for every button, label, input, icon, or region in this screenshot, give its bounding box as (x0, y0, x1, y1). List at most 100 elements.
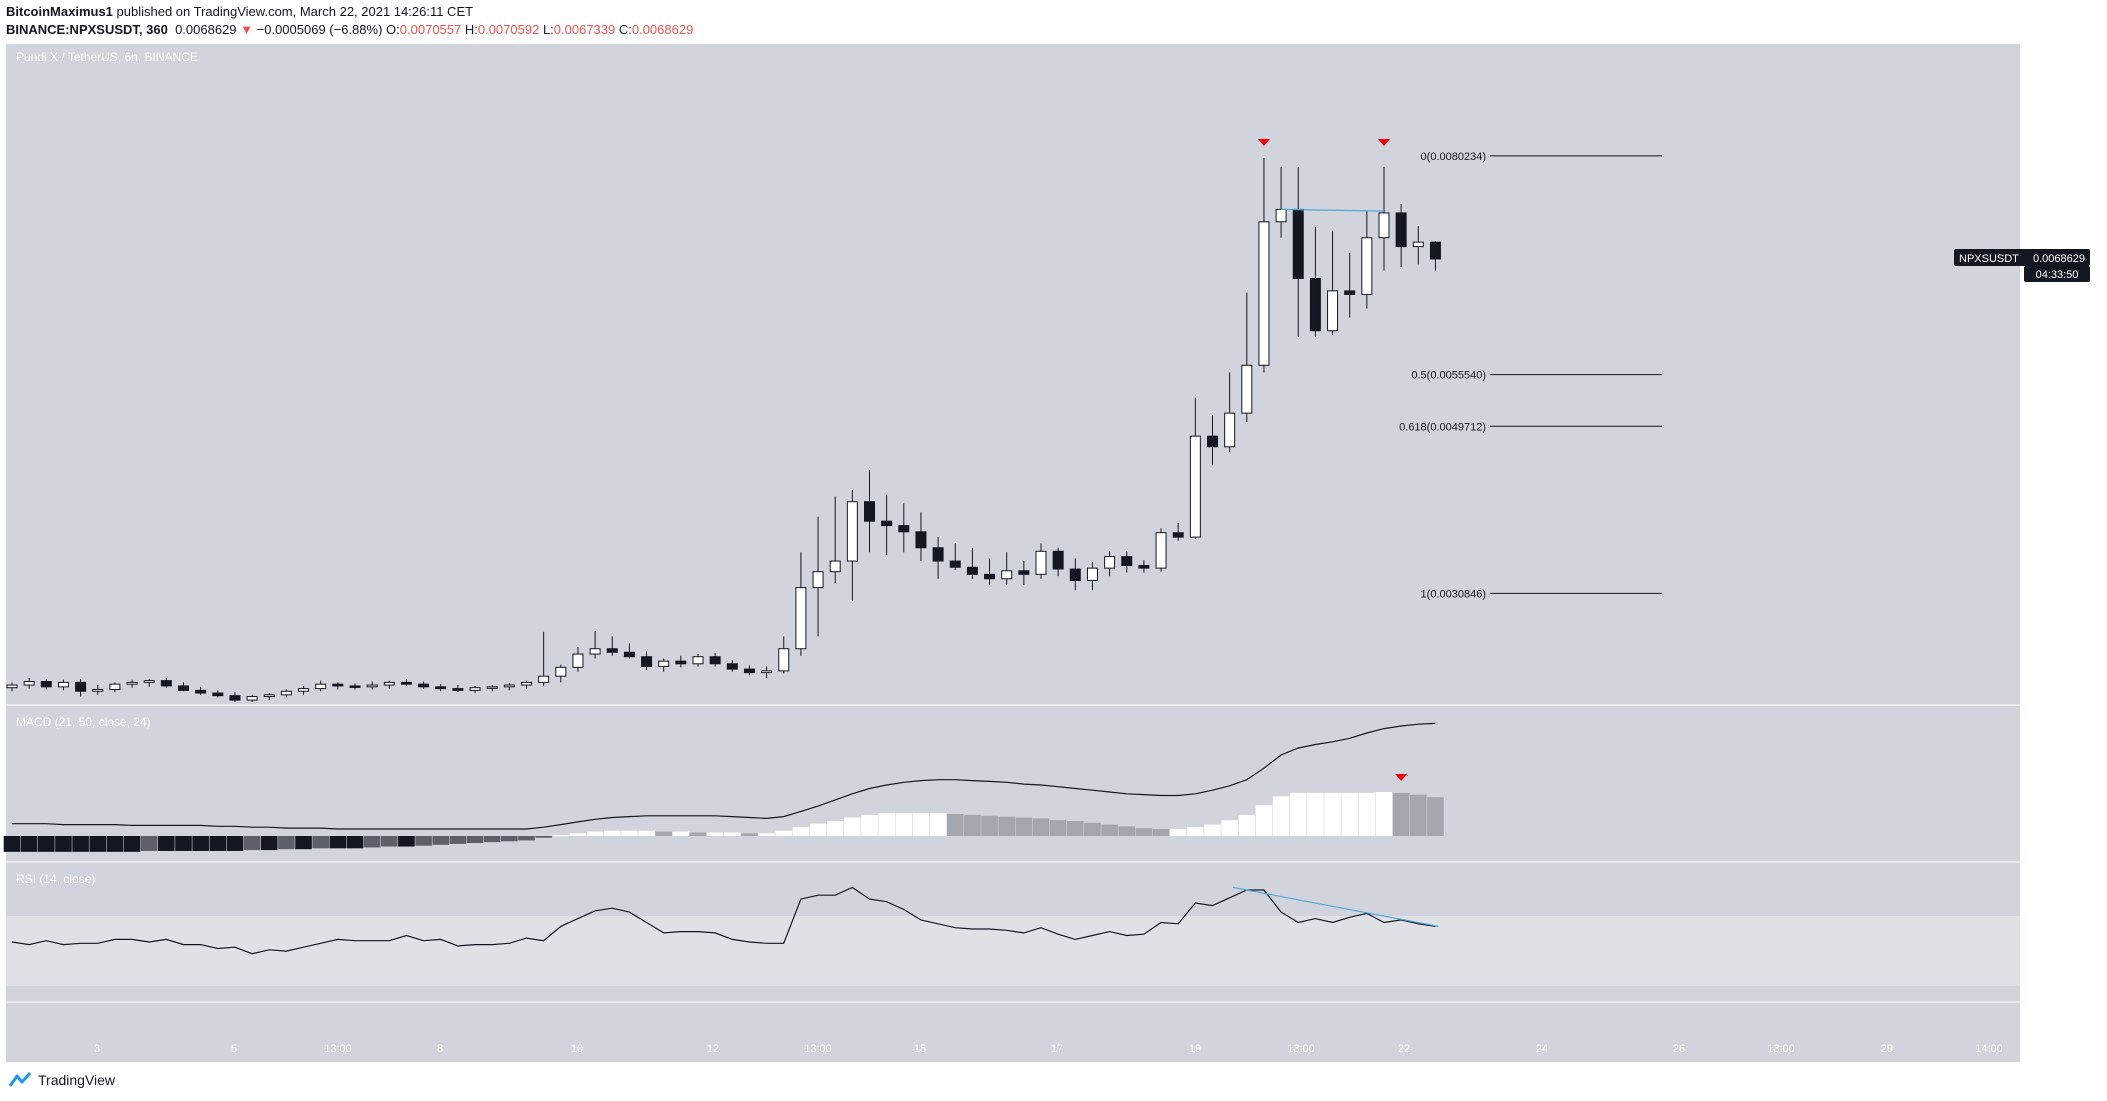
time-tick-label: 13:00 (804, 1043, 832, 1055)
candle-up (503, 684, 515, 688)
macd-histogram-bar (175, 836, 192, 851)
price-tick-label: 0.0045000 (2036, 463, 2088, 475)
candle-down (178, 685, 189, 691)
low-value: 0.0067339 (553, 22, 616, 37)
candle-up (1035, 550, 1047, 575)
macd-histogram-bar (329, 836, 347, 849)
macd-histogram-bar (518, 836, 535, 841)
candle-up (280, 690, 292, 696)
fib-retracement[interactable]: 0(0.0080234) 0.5(0.0055540) 0.618(0.004971… (1399, 151, 1662, 600)
macd-histogram-bar (1187, 827, 1204, 836)
macd-histogram-bar (295, 836, 312, 850)
price-tick-label: 0.0060000 (2036, 330, 2088, 342)
candle-down (435, 686, 447, 690)
candle-down (1429, 241, 1441, 260)
candle-up (143, 680, 155, 683)
macd-tick-label: 0.0000000 (2036, 831, 2088, 843)
high-value: 0.0070592 (477, 22, 540, 37)
candle-down (418, 683, 430, 688)
rsi-axis[interactable]: 80.00 60.00 40.00 (2048, 898, 2076, 962)
price-tick-label: 0.0050000 (2036, 419, 2088, 431)
last-price-tag-bg (1954, 249, 2090, 266)
price-tick-label: 0.0055000 (2036, 374, 2088, 386)
macd-histogram-bar (226, 836, 244, 851)
macd-histogram-bar (1067, 821, 1084, 836)
candle-up (315, 683, 327, 690)
macd-histogram-bar (20, 836, 38, 852)
trendline[interactable] (1232, 886, 1439, 927)
rsi-line (11, 886, 1436, 955)
candle-down (966, 566, 978, 575)
macd-histogram-bar (895, 813, 913, 836)
macd-histogram-bar (346, 836, 364, 849)
macd-histogram-bar (3, 836, 21, 852)
macd-histogram-bar (1015, 817, 1033, 836)
candles[interactable] (6, 158, 1441, 702)
macd-histogram-bar (826, 821, 844, 836)
macd-histogram-bar (466, 836, 484, 844)
fib-level-label: 0.618(0.0049712) (1399, 421, 1486, 433)
macd-histogram (3, 792, 1444, 852)
candle-down (623, 651, 635, 658)
candle-up (778, 648, 790, 672)
sell-signal-marker[interactable] (1395, 774, 1408, 781)
macd-histogram-bar (964, 814, 981, 836)
candle-down (743, 668, 755, 674)
candle-up (1086, 567, 1098, 582)
price-tick-label: 0.0040000 (2036, 507, 2088, 519)
candle-down (949, 560, 961, 568)
price-tick-label: 0.0035000 (2036, 552, 2088, 564)
macd-histogram-bar (123, 836, 141, 852)
candle-up (126, 681, 138, 685)
candle-up (589, 648, 601, 655)
rsi-band (6, 916, 2020, 986)
macd-histogram-bar (1324, 792, 1341, 836)
candle-up (829, 560, 841, 573)
candle-down (400, 681, 412, 685)
macd-histogram-bar (1358, 792, 1376, 836)
candle-up (1361, 237, 1373, 295)
author-name[interactable]: BitcoinMaximus1 (6, 4, 113, 19)
macd-histogram-bar (1152, 828, 1170, 836)
trading-chart[interactable]: Pundi X / TetherUS, 6h, BINANCE USDT MAC… (0, 44, 2107, 1068)
macd-histogram-bar (1032, 818, 1050, 836)
macd-histogram-bar (55, 836, 72, 852)
time-tick-label: 29 (1881, 1043, 1893, 1055)
price-axis[interactable]: 0.0090000 0.0085000 0.0080000 0.0075000 0.00… (2036, 64, 2088, 696)
candle-up (1275, 208, 1287, 223)
annotations[interactable] (1232, 139, 1439, 927)
macd-histogram-bar (724, 832, 741, 836)
candle-up (23, 681, 35, 686)
macd-histogram-bar (209, 836, 227, 851)
macd-histogram-bar (415, 836, 432, 846)
candle-up (795, 587, 807, 650)
sell-signal-marker[interactable] (1257, 139, 1270, 146)
rsi-title: RSI (14, close) (16, 872, 95, 886)
down-arrow-icon: ▼ (240, 22, 254, 37)
candle-down (160, 680, 172, 687)
last-price-symbol: NPXSUSDT (1959, 253, 2019, 265)
macd-histogram-bar (1204, 824, 1221, 836)
time-tick-label: 14:00 (1975, 1043, 2003, 1055)
last-price-tag[interactable]: NPXSUSDT 0.0068629 04:33:50 (1954, 249, 2090, 282)
sell-signal-marker[interactable] (1378, 139, 1390, 146)
candle-down (606, 648, 618, 653)
macd-histogram-bar (381, 836, 398, 847)
macd-histogram-bar (981, 815, 998, 836)
time-tick-label: 15 (914, 1043, 926, 1055)
macd-histogram-bar (1101, 824, 1118, 836)
candle-down (1395, 212, 1407, 248)
candle-down (709, 656, 721, 665)
macd-histogram-bar (1084, 822, 1101, 836)
macd-histogram-bar (72, 836, 89, 852)
time-axis[interactable]: 3 5 13:00 8 10 12 13:00 15 17 19 13:00 22 24 26 13:00 2… (94, 1043, 2003, 1055)
trendline[interactable] (1281, 208, 1385, 212)
candle-up (812, 571, 824, 589)
open-label: O: (386, 22, 400, 37)
candle-down (195, 689, 207, 694)
time-tick-label: 24 (1536, 1043, 1548, 1055)
macd-histogram-bar (638, 830, 655, 836)
macd-axis[interactable]: 0.0010000 0.0005000 0.0000000 (2036, 743, 2088, 843)
macd-histogram-bar (689, 832, 707, 836)
tradingview-logo[interactable]: TradingView (8, 1072, 115, 1088)
